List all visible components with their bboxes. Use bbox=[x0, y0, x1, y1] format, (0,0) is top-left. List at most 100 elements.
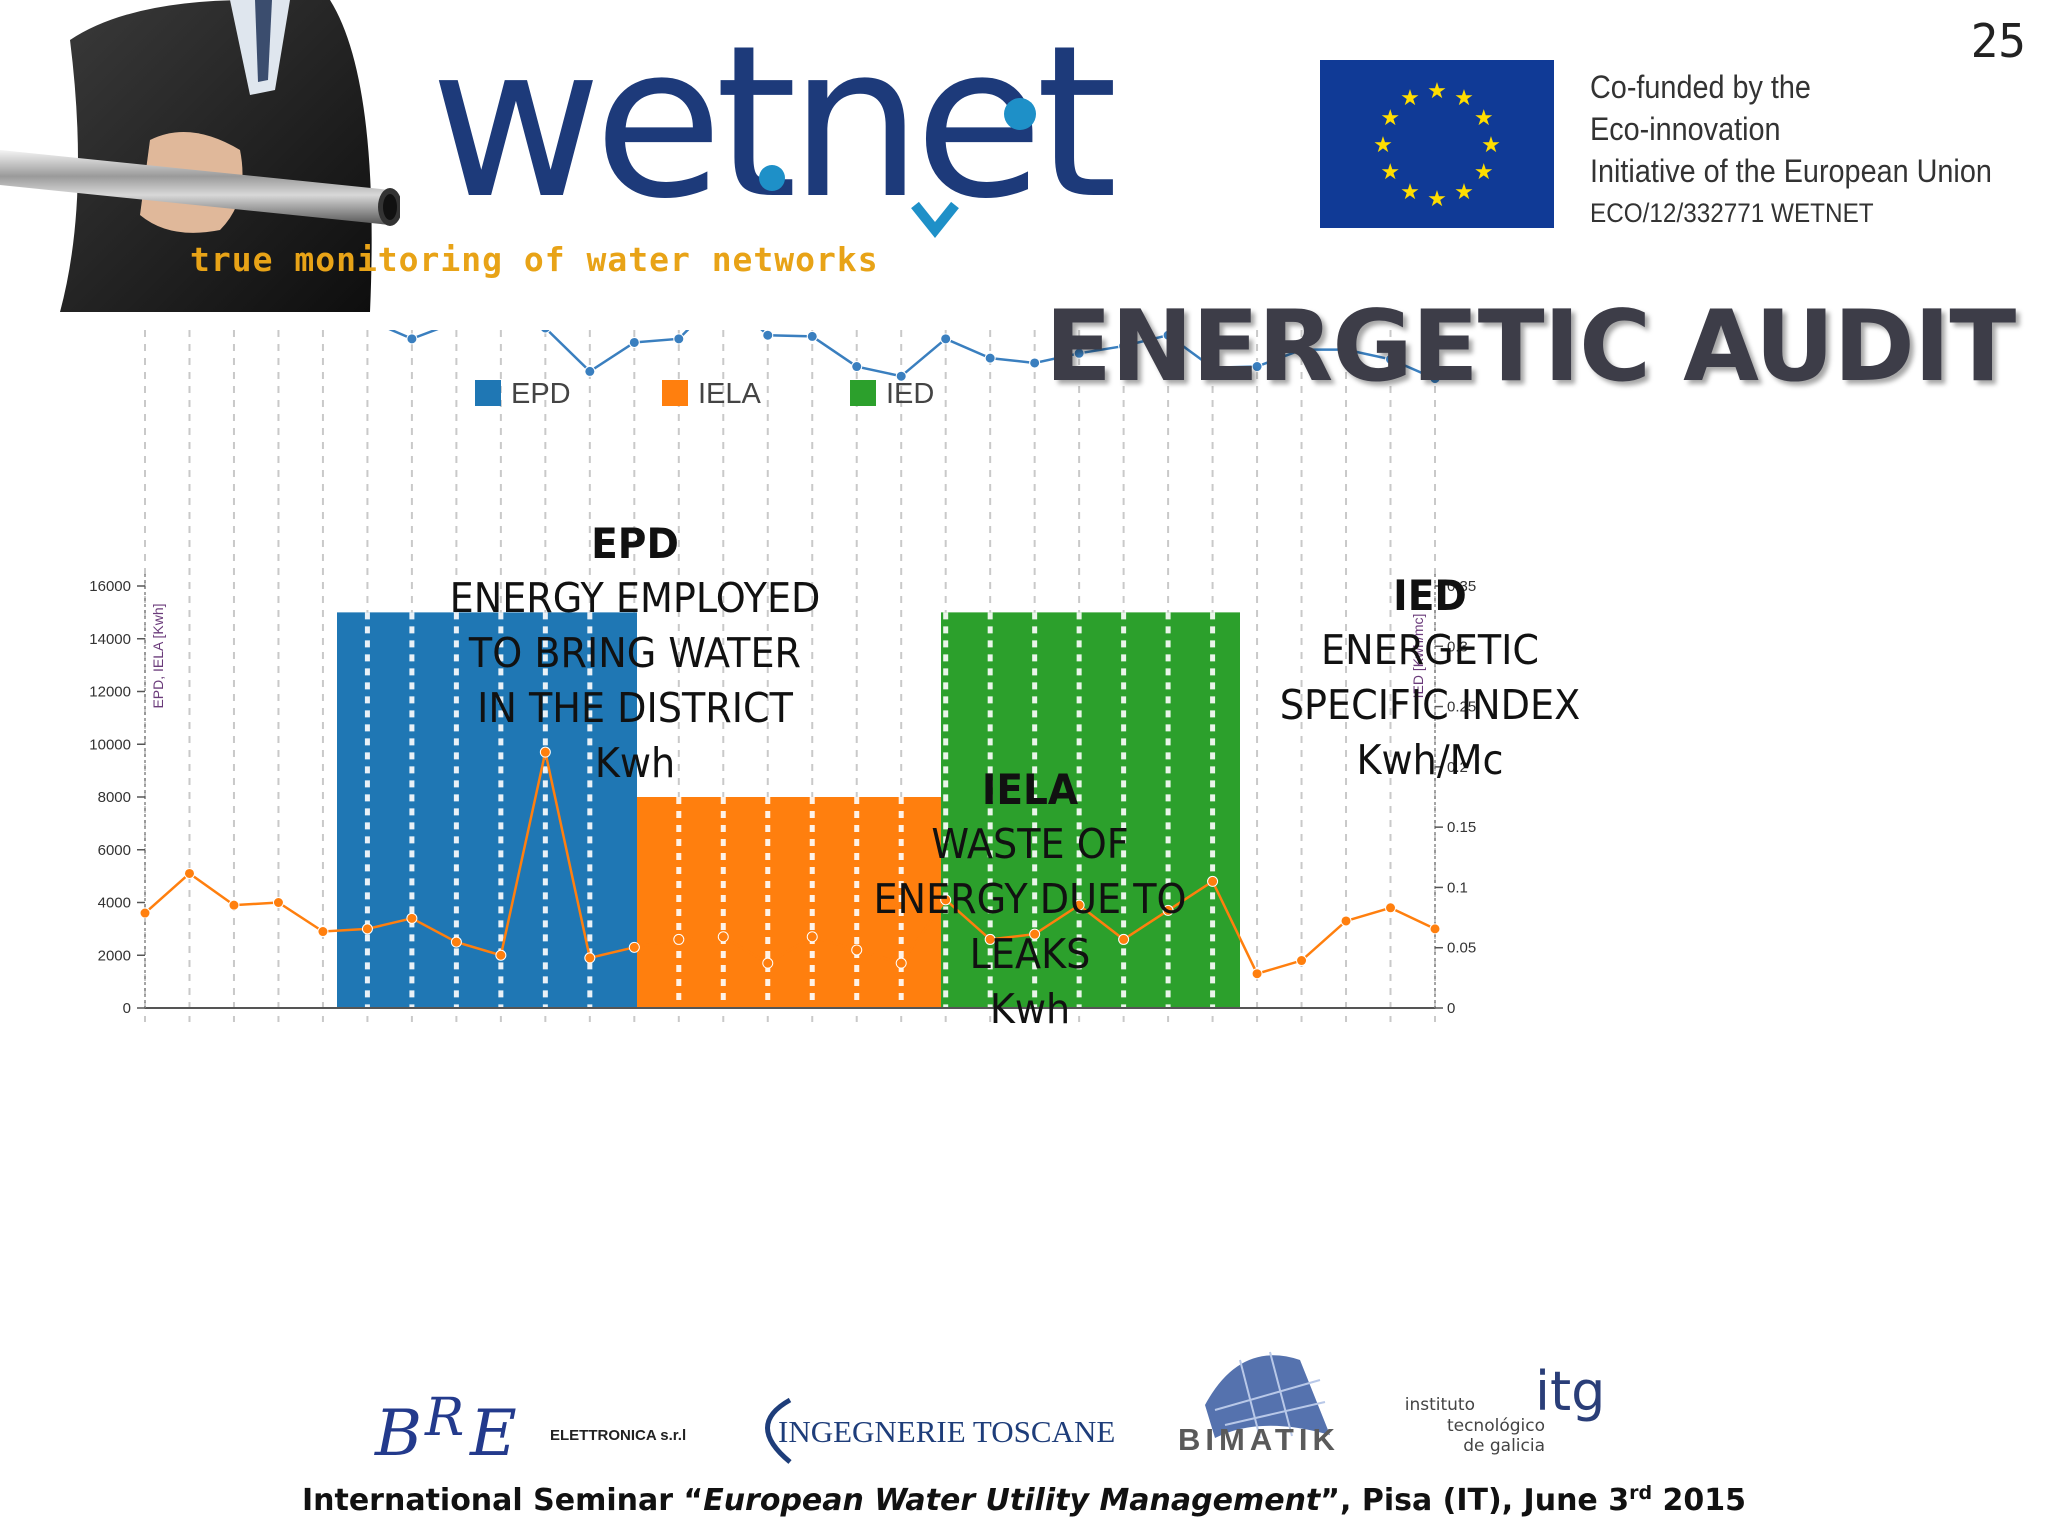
left-tick-label: 10000 bbox=[89, 736, 131, 753]
legend-label: EPD bbox=[511, 378, 571, 410]
wetnet-wordmark: wetnet bbox=[430, 10, 1114, 245]
annotation-ied: IED ENERGETIC SPECIFIC INDEX Kwh/Mc bbox=[1244, 568, 1616, 788]
annotation-heading: EPD bbox=[591, 519, 679, 568]
svg-text:INGEGNERIE TOSCANE: INGEGNERIE TOSCANE bbox=[778, 1414, 1115, 1449]
energetic-audit-chart: 0 2000 4000 6000 8000 10000 12000 14000 16000 0 0.… bbox=[89, 330, 1476, 1022]
data-point bbox=[1207, 875, 1219, 887]
data-point bbox=[540, 330, 551, 334]
left-tick-label: 12000 bbox=[89, 684, 131, 701]
eu-notice-line: Initiative of the European Union bbox=[1590, 153, 1992, 189]
right-tick-label: 0.3 bbox=[1447, 638, 1468, 655]
annotation-line: SPECIFIC INDEX bbox=[1279, 681, 1581, 729]
data-point bbox=[628, 941, 640, 953]
footer-citation: International Seminar “European Water Ut… bbox=[301, 1482, 1747, 1518]
data-point bbox=[1118, 933, 1130, 945]
data-point bbox=[1429, 923, 1441, 935]
eu-star-icon: ★ bbox=[1380, 106, 1400, 131]
legend-label: IED bbox=[886, 378, 934, 410]
legend-swatch bbox=[850, 380, 876, 406]
eu-star-icon: ★ bbox=[1474, 106, 1494, 131]
right-tick-label: 0.2 bbox=[1447, 759, 1468, 776]
eu-star-icon: ★ bbox=[1474, 160, 1494, 185]
right-axis-label: IED [Kwh/mc] bbox=[1410, 614, 1426, 699]
eu-star-icon: ★ bbox=[1427, 79, 1447, 104]
data-point bbox=[1207, 362, 1219, 374]
tagline: true monitoring of water networks bbox=[190, 240, 879, 279]
data-point bbox=[1340, 915, 1352, 927]
data-point bbox=[1162, 330, 1174, 341]
data-point bbox=[895, 957, 907, 969]
data-point bbox=[361, 923, 373, 935]
data-point bbox=[1162, 904, 1174, 916]
svg-text:instituto: instituto bbox=[1405, 1395, 1475, 1415]
slide-number: 25 bbox=[1970, 14, 2026, 68]
ingegnerie-toscane-logo: INGEGNERIE TOSCANE bbox=[765, 1397, 1115, 1464]
data-point bbox=[406, 333, 418, 345]
series-line-blue bbox=[388, 330, 1436, 380]
right-tick-label: 0.25 bbox=[1447, 699, 1476, 716]
left-axis-label: EPD, IELA [Kwh] bbox=[150, 603, 166, 708]
left-tick-label: 6000 bbox=[98, 842, 131, 859]
data-point bbox=[1385, 353, 1397, 365]
svg-text:ELETTRONICA s.r.l: ELETTRONICA s.r.l bbox=[550, 1427, 686, 1444]
svg-text:de galicia: de galicia bbox=[1463, 1436, 1545, 1456]
data-point bbox=[1029, 357, 1041, 369]
right-tick-label: 0.05 bbox=[1447, 940, 1476, 957]
data-point bbox=[895, 370, 907, 382]
data-point bbox=[806, 931, 818, 943]
header-photo bbox=[0, 0, 400, 312]
eu-star-icon: ★ bbox=[1400, 180, 1420, 205]
data-point bbox=[1073, 347, 1085, 359]
eu-cofunding-notice: Co-funded by the Eco-innovation Initiati… bbox=[1590, 66, 1992, 234]
data-point bbox=[1118, 340, 1130, 352]
data-point bbox=[762, 330, 774, 341]
data-point bbox=[1296, 955, 1308, 967]
data-point bbox=[584, 952, 596, 964]
left-tick-label: 14000 bbox=[89, 631, 131, 648]
data-point bbox=[317, 926, 329, 938]
annotation-epd: EPD ENERGY EMPLOYED TO BRING WATER IN TH… bbox=[435, 516, 835, 791]
eu-notice-line: Co-funded by the bbox=[1590, 69, 1811, 105]
svg-text:tecnológico: tecnológico bbox=[1447, 1416, 1545, 1436]
legend-swatch bbox=[475, 380, 501, 406]
annotation-line: IN THE DISTRICT bbox=[477, 684, 793, 732]
data-point bbox=[1251, 361, 1263, 373]
data-point bbox=[1029, 928, 1041, 940]
eu-star-icon: ★ bbox=[1400, 86, 1420, 111]
data-point bbox=[1296, 344, 1308, 356]
data-point bbox=[539, 746, 551, 758]
legend-swatch bbox=[662, 380, 688, 406]
svg-text:E: E bbox=[469, 1397, 517, 1471]
eu-star-icon: ★ bbox=[1373, 133, 1393, 158]
left-tick-label: 8000 bbox=[98, 789, 131, 806]
data-point bbox=[183, 867, 195, 879]
legend-label: IELA bbox=[698, 378, 762, 410]
data-point bbox=[495, 949, 507, 961]
data-point bbox=[406, 912, 418, 924]
data-point bbox=[984, 352, 996, 364]
eu-star-icon: ★ bbox=[1454, 86, 1474, 111]
svg-text:BIMATIK: BIMATIK bbox=[1178, 1422, 1340, 1457]
annotation-line: WASTE OF bbox=[931, 820, 1129, 868]
bimatik-logo: BIMATIK bbox=[1178, 1351, 1340, 1457]
right-tick-label: 0.35 bbox=[1447, 578, 1476, 595]
eu-star-icon: ★ bbox=[1454, 180, 1474, 205]
right-tick-label: 0 bbox=[1447, 1000, 1455, 1017]
data-point bbox=[806, 330, 818, 342]
annotation-heading: IED bbox=[1393, 571, 1467, 620]
eu-star-icon: ★ bbox=[1380, 160, 1400, 185]
data-point bbox=[673, 333, 685, 345]
data-point bbox=[851, 944, 863, 956]
data-point bbox=[717, 931, 729, 943]
data-point bbox=[1251, 968, 1263, 980]
bre-elettronica-logo: B R E ELETTRONICA s.r.l bbox=[374, 1388, 686, 1471]
left-tick-label: 4000 bbox=[98, 895, 131, 912]
left-tick-label: 16000 bbox=[89, 578, 131, 595]
partner-logos: B R E ELETTRONICA s.r.l INGEGNERIE TOSCA… bbox=[374, 1351, 1605, 1471]
left-tick-label: 0 bbox=[123, 1000, 131, 1017]
data-point bbox=[673, 933, 685, 945]
annotation-line: LEAKS bbox=[969, 930, 1091, 978]
data-point bbox=[228, 899, 240, 911]
data-point bbox=[1340, 344, 1352, 356]
data-point bbox=[1385, 902, 1397, 914]
